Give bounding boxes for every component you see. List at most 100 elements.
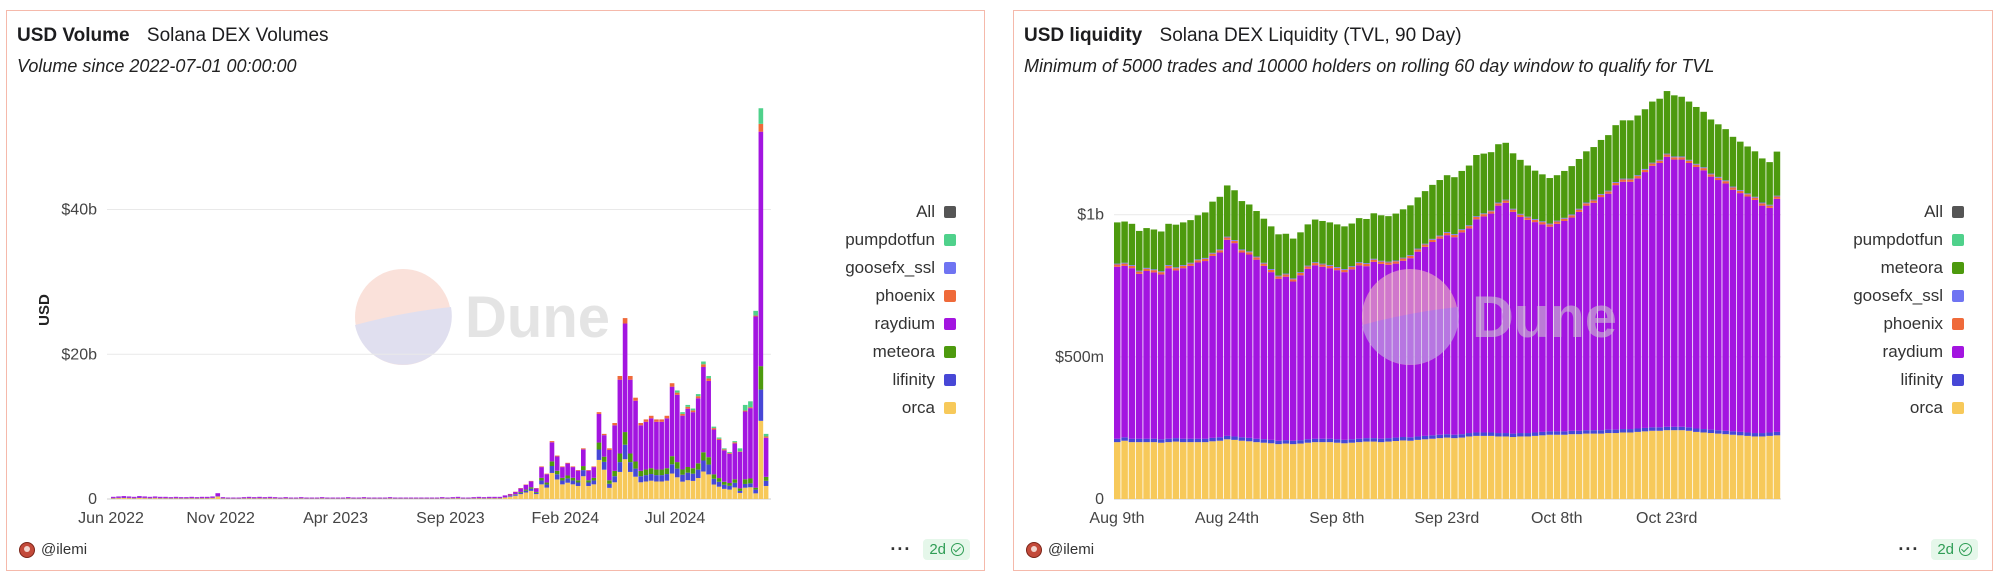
bar-stack[interactable]: [763, 433, 769, 499]
bar-stack[interactable]: [147, 496, 153, 499]
bar-stack[interactable]: [1502, 142, 1510, 499]
bar-stack[interactable]: [1289, 238, 1297, 499]
bar-stack[interactable]: [581, 448, 586, 499]
author-link[interactable]: @ilemi: [1026, 541, 1094, 558]
bar-stack[interactable]: [753, 310, 758, 499]
more-options-icon[interactable]: ···: [890, 539, 912, 559]
bar-stack[interactable]: [732, 441, 738, 499]
bar-stack[interactable]: [711, 426, 717, 499]
bar-stack[interactable]: [1487, 152, 1495, 499]
bar-stack[interactable]: [1363, 218, 1370, 499]
bar-stack[interactable]: [1553, 175, 1561, 499]
bar-stack[interactable]: [445, 497, 450, 499]
bar-stack[interactable]: [575, 470, 581, 499]
bar-stack[interactable]: [246, 496, 252, 499]
bar-stack[interactable]: [722, 448, 727, 499]
bar-stack[interactable]: [413, 497, 419, 499]
legend-item-meteora[interactable]: meteora: [1853, 254, 1964, 282]
bar-stack[interactable]: [1531, 170, 1539, 499]
bar-stack[interactable]: [340, 497, 346, 499]
bar-stack[interactable]: [513, 491, 518, 499]
bar-stack[interactable]: [205, 496, 210, 499]
bar-stack[interactable]: [361, 497, 367, 499]
bar-stack[interactable]: [1575, 158, 1583, 499]
bar-stack[interactable]: [335, 497, 341, 499]
bar-stack[interactable]: [748, 401, 753, 499]
bar-stack[interactable]: [518, 488, 523, 499]
bar-stack[interactable]: [1458, 170, 1466, 499]
bar-stack[interactable]: [1179, 222, 1187, 499]
bar-stack[interactable]: [199, 496, 205, 499]
bar-stack[interactable]: [1209, 201, 1216, 499]
bar-stack[interactable]: [565, 462, 570, 499]
legend-item-pumpdotfun[interactable]: pumpdotfun: [845, 226, 956, 254]
bar-stack[interactable]: [272, 497, 278, 499]
bar-stack[interactable]: [1685, 101, 1693, 499]
bar-stack[interactable]: [1597, 139, 1605, 499]
bar-stack[interactable]: [1157, 231, 1165, 499]
bar-stack[interactable]: [685, 404, 691, 499]
bar-stack[interactable]: [1715, 124, 1722, 499]
bar-stack[interactable]: [643, 419, 649, 499]
bar-stack[interactable]: [1245, 204, 1253, 499]
bar-stack[interactable]: [742, 404, 748, 499]
bar-stack[interactable]: [252, 497, 257, 499]
bar-stack[interactable]: [1583, 151, 1590, 499]
bar-stack[interactable]: [612, 423, 617, 499]
bar-stack[interactable]: [1634, 115, 1641, 499]
bar-stack[interactable]: [142, 496, 147, 499]
bar-stack[interactable]: [366, 497, 372, 499]
bar-stack[interactable]: [1627, 120, 1634, 499]
bar-stack[interactable]: [460, 497, 466, 499]
bar-stack[interactable]: [194, 497, 200, 499]
bar-stack[interactable]: [215, 493, 221, 499]
bar-stack[interactable]: [554, 455, 560, 499]
legend-item-lifinity[interactable]: lifinity: [845, 366, 956, 394]
bar-stack[interactable]: [586, 470, 591, 499]
bar-stack[interactable]: [137, 496, 142, 499]
bar-stack[interactable]: [319, 497, 325, 499]
bar-stack[interactable]: [1275, 234, 1282, 499]
bar-stack[interactable]: [1546, 178, 1553, 499]
bar-stack[interactable]: [1517, 159, 1524, 499]
bar-stack[interactable]: [372, 497, 377, 499]
bar-stack[interactable]: [1114, 222, 1121, 499]
bar-stack[interactable]: [1737, 141, 1744, 499]
freshness-badge[interactable]: 2d: [1931, 539, 1978, 560]
bar-stack[interactable]: [560, 466, 565, 499]
panel-title[interactable]: USD Volume: [17, 25, 130, 46]
bar-stack[interactable]: [570, 466, 576, 499]
bar-stack[interactable]: [1187, 220, 1194, 499]
bar-stack[interactable]: [1700, 111, 1707, 499]
bar-stack[interactable]: [1194, 215, 1202, 499]
bar-stack[interactable]: [178, 497, 184, 499]
legend-item-phoenix[interactable]: phoenix: [845, 282, 956, 310]
bar-stack[interactable]: [1509, 153, 1517, 499]
bar-stack[interactable]: [210, 496, 215, 499]
bar-stack[interactable]: [690, 408, 696, 499]
bar-stack[interactable]: [241, 497, 247, 499]
bar-stack[interactable]: [1744, 146, 1751, 499]
bar-stack[interactable]: [1678, 96, 1685, 499]
bar-stack[interactable]: [596, 412, 602, 499]
bar-stack[interactable]: [591, 466, 597, 499]
bar-stack[interactable]: [706, 375, 711, 499]
bar-stack[interactable]: [1326, 222, 1334, 499]
legend-item-orca[interactable]: orca: [1853, 394, 1964, 422]
bar-stack[interactable]: [403, 497, 409, 499]
bar-stack[interactable]: [1693, 106, 1700, 499]
legend-item-meteora[interactable]: meteora: [845, 338, 956, 366]
bar-stack[interactable]: [716, 437, 722, 499]
bar-stack[interactable]: [299, 497, 304, 499]
bar-stack[interactable]: [1590, 147, 1597, 499]
panel-title[interactable]: USD liquidity: [1024, 25, 1143, 46]
bar-stack[interactable]: [1238, 201, 1246, 499]
bar-stack[interactable]: [528, 480, 534, 499]
bar-stack[interactable]: [1465, 165, 1473, 499]
bar-stack[interactable]: [1216, 196, 1224, 499]
bar-stack[interactable]: [1377, 215, 1385, 499]
bar-stack[interactable]: [633, 397, 638, 499]
bar-stack[interactable]: [351, 497, 356, 499]
bar-stack[interactable]: [450, 497, 456, 499]
bar-stack[interactable]: [664, 415, 670, 499]
